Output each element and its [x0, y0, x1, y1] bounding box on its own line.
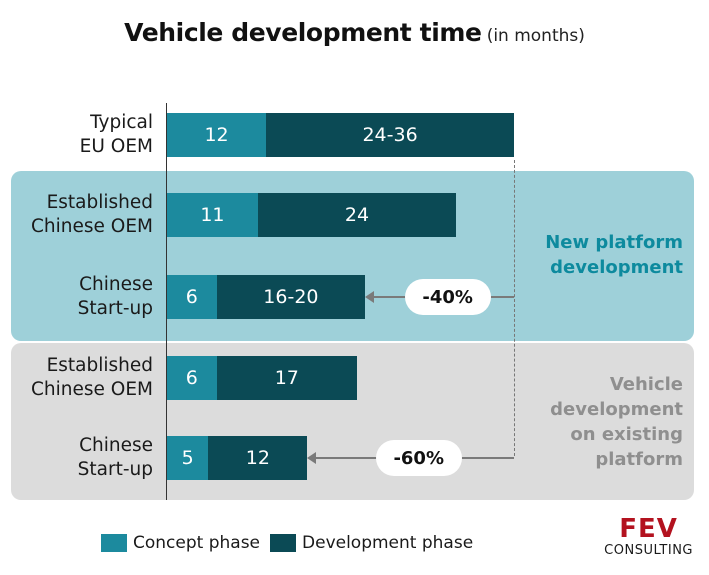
group-label-line: New platform	[545, 232, 683, 253]
category-label-line: Established	[46, 355, 153, 376]
bar-concept-phase: 6	[167, 275, 217, 319]
data-label: 16-20	[263, 286, 319, 308]
logo-brand: FEV	[619, 514, 678, 544]
bar-concept-phase: 11	[167, 193, 258, 237]
legend-item-concept: Concept phase	[101, 533, 260, 553]
bar-row: 11 24	[167, 193, 457, 237]
category-label: Established Chinese OEM	[0, 191, 153, 239]
logo-subtext: CONSULTING	[604, 543, 693, 558]
category-axis-line	[166, 103, 167, 500]
category-label-line: EU OEM	[79, 136, 153, 157]
fev-consulting-logo: FEV CONSULTING	[604, 515, 693, 558]
group-label-new-platform: New platform development	[503, 230, 683, 280]
group-label-existing-platform: Vehicle development on existing platform	[503, 372, 683, 472]
bar-development-phase: 24	[257, 193, 457, 237]
bar-concept-phase: 6	[167, 356, 217, 400]
data-label: 24	[344, 204, 370, 226]
bar-development-phase: 17	[216, 356, 357, 400]
bar-development-phase: 24-36	[266, 113, 514, 157]
category-label-line: Start-up	[77, 298, 153, 319]
category-label: Chinese Start-up	[0, 434, 153, 482]
data-label: 6	[185, 286, 198, 308]
chart-title-text: Vehicle development time	[124, 18, 482, 47]
group-label-line: on existing	[570, 424, 683, 445]
group-label-line: development	[550, 257, 683, 278]
group-label-line: platform	[595, 449, 683, 470]
bar-row: 6 16-20	[167, 275, 366, 319]
data-label: 17	[274, 367, 299, 389]
legend-swatch-concept	[101, 534, 127, 552]
category-label-line: Established	[46, 192, 153, 213]
category-label-line: Typical	[90, 112, 153, 133]
group-label-line: development	[550, 399, 683, 420]
bar-development-phase: 12	[208, 436, 308, 480]
bar-row: 12 24-36	[167, 113, 514, 157]
bar-concept-phase: 5	[167, 436, 209, 480]
bar-concept-phase: 12	[167, 113, 267, 157]
reduction-badge: -40%	[404, 279, 491, 315]
category-label: Typical EU OEM	[0, 111, 153, 159]
data-label: 12	[245, 447, 270, 469]
reference-dashed-line	[514, 160, 515, 456]
category-label-line: Chinese	[79, 435, 153, 456]
chart-title: Vehicle development time (in months)	[0, 18, 709, 47]
legend: Concept phase Development phase	[101, 533, 483, 553]
reduction-badge: -60%	[375, 440, 462, 476]
legend-label-concept: Concept phase	[133, 533, 261, 553]
category-label-line: Chinese	[79, 274, 153, 295]
data-label: 5	[181, 447, 194, 469]
legend-swatch-development	[270, 534, 297, 552]
bar-row: 6 17	[167, 356, 357, 400]
legend-item-development: Development phase	[270, 533, 473, 553]
bar-development-phase: 16-20	[216, 275, 366, 319]
category-label: Established Chinese OEM	[0, 354, 153, 402]
group-label-line: Vehicle	[609, 374, 683, 395]
bar-row: 5 12	[167, 436, 308, 480]
data-label: 11	[200, 204, 225, 226]
legend-label-development: Development phase	[302, 533, 474, 553]
category-label: Chinese Start-up	[0, 273, 153, 321]
category-label-line: Chinese OEM	[30, 216, 153, 237]
data-label: 24-36	[362, 124, 418, 146]
data-label: 12	[204, 124, 229, 146]
data-label: 6	[185, 367, 198, 389]
category-label-line: Chinese OEM	[30, 379, 153, 400]
chart-subtitle: (in months)	[486, 26, 585, 46]
category-label-line: Start-up	[77, 459, 153, 480]
